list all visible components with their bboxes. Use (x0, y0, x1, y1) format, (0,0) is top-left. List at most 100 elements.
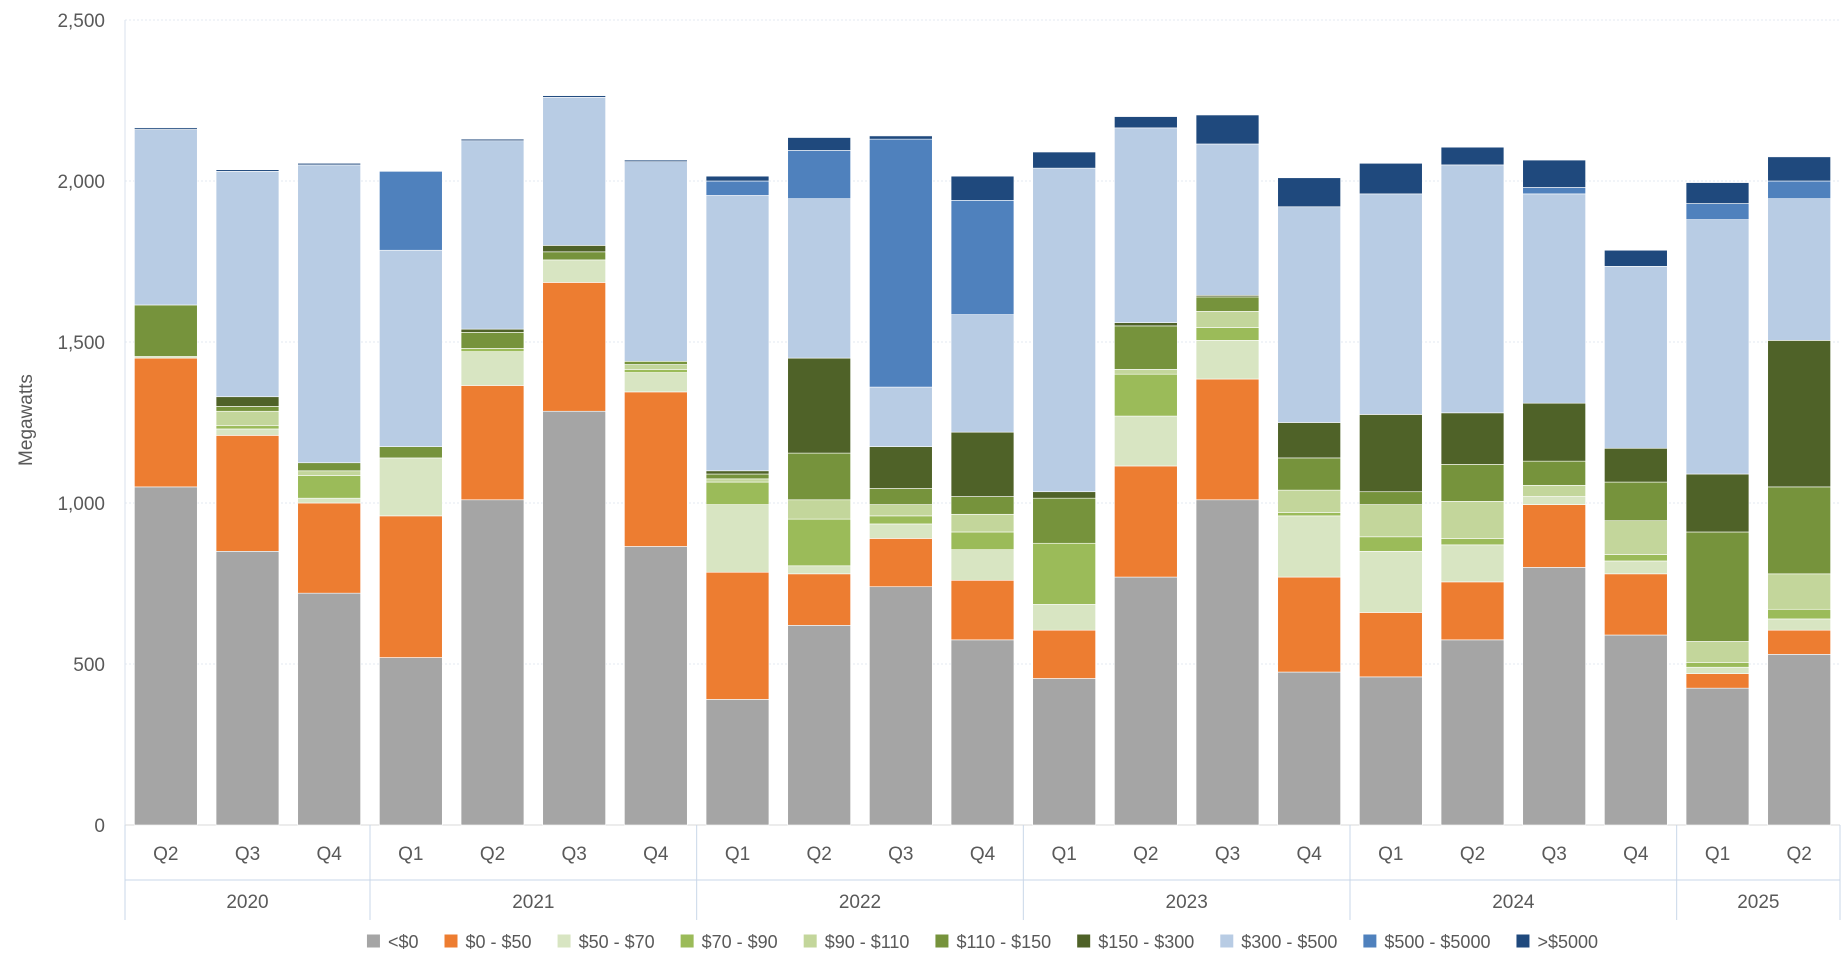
bar-segment-5 (1604, 481, 1668, 522)
y-tick-label: 0 (94, 816, 105, 837)
y-tick-label: 1,500 (57, 333, 105, 354)
bar-segment-6 (1114, 322, 1178, 327)
bar-segment-5 (215, 406, 280, 412)
bar-segment-7 (624, 161, 688, 362)
legend-swatch (1220, 934, 1234, 948)
bar-segment-7 (134, 129, 198, 306)
bar-segment-7 (1767, 198, 1831, 341)
bar-segment-9 (1767, 156, 1831, 182)
bar-segment-9 (1114, 116, 1178, 129)
bar-segment-3 (624, 369, 688, 373)
bar-segment-6 (1277, 422, 1341, 459)
legend-swatch (444, 934, 458, 948)
bar-segment-5 (1114, 325, 1178, 370)
bar-segment-1 (1522, 504, 1586, 568)
bar-segment-0 (215, 550, 280, 826)
y-tick-label: 1,000 (57, 494, 105, 515)
x-tick-label: Q4 (1623, 844, 1649, 865)
bar-segment-7 (1277, 206, 1341, 423)
bar-segment-3 (1195, 327, 1260, 341)
bar-segment-5 (1359, 491, 1423, 505)
bar-segment-8 (1522, 187, 1586, 195)
bar-segment-9 (1032, 151, 1096, 169)
bar-segment-3 (1114, 373, 1178, 417)
bar-segment-4 (1767, 573, 1831, 610)
bar-segment-5 (542, 251, 606, 261)
bar-segment-0 (1440, 639, 1505, 826)
bar-segment-2 (297, 497, 361, 504)
bar-segment-1 (950, 579, 1015, 641)
legend-label: $110 - $150 (956, 932, 1051, 952)
bar-segment-9 (950, 175, 1015, 201)
bar-segment-0 (950, 639, 1015, 826)
bar-segment-9 (1359, 162, 1423, 195)
bar-segment-3 (787, 518, 851, 567)
bar-segment-7 (950, 314, 1015, 433)
bar-segment-9 (1277, 177, 1341, 208)
legend-swatch (1077, 934, 1091, 948)
bar-segment-9 (134, 127, 198, 130)
bar-segment-5 (1767, 486, 1831, 575)
bar-segment-8 (705, 180, 770, 196)
bar-segment-8 (787, 150, 851, 200)
bar-segment-3 (950, 531, 1015, 550)
bar-segment-6 (542, 245, 606, 253)
bar-segment-0 (1359, 676, 1423, 826)
bar-segment-3 (1440, 538, 1505, 546)
bar-segment-2 (1522, 496, 1586, 505)
legend-swatch (1516, 934, 1530, 948)
bar-segment-2 (1277, 515, 1341, 578)
bar-segment-5 (705, 473, 770, 480)
bar-segment-5 (950, 496, 1015, 515)
bar-segment-2 (215, 428, 280, 436)
bar-segment-9 (297, 162, 361, 166)
bar-segment-3 (460, 348, 525, 352)
x-tick-label: Q4 (1296, 844, 1322, 865)
bar-segment-3 (1277, 512, 1341, 517)
x-tick-label: Q4 (643, 844, 669, 865)
bar-segment-2 (1195, 340, 1260, 380)
bar-segment-7 (705, 195, 770, 472)
bar-segment-7 (1359, 193, 1423, 415)
bar-segment-0 (1277, 671, 1341, 826)
bar-segment-2 (787, 565, 851, 575)
x-tick-label: Q1 (1705, 844, 1730, 865)
bar-segment-2 (460, 351, 525, 386)
bar-segment-1 (1277, 576, 1341, 673)
bar-segment-0 (1604, 634, 1668, 826)
x-tick-label: Q4 (970, 844, 996, 865)
x-axis: Q2 Q3 Q4 Q1 Q2 Q3 Q4 Q1 Q2 Q3 Q4 Q1 Q2 Q3 Q4 Q1 Q2 Q3 Q4 Q1… (124, 825, 1841, 920)
bar-segment-1 (1604, 573, 1668, 636)
bar-segment-2 (705, 504, 770, 573)
y-tick-label: 2,000 (57, 172, 105, 193)
bar-segment-0 (1685, 687, 1750, 826)
y-tick-label: 2,500 (57, 11, 105, 32)
bar-segment-4 (1114, 369, 1178, 375)
bar-segment-3 (1604, 554, 1668, 562)
bar-segment-0 (1195, 499, 1260, 826)
bar-segment-1 (1195, 378, 1260, 501)
bar-segment-2 (1032, 604, 1096, 631)
x-tick-label: Q2 (1460, 844, 1485, 865)
bar-segment-7 (869, 386, 933, 447)
bar-segment-0 (1032, 678, 1096, 826)
bar-segment-5 (460, 332, 525, 349)
bar-segment-0 (460, 499, 525, 826)
bar-segment-7 (379, 249, 443, 447)
bar-segment-6 (1767, 340, 1831, 488)
bar-segment-5 (379, 446, 443, 459)
bar-segment-3 (869, 515, 933, 525)
bar-segment-2 (542, 259, 606, 283)
bar-segment-7 (542, 96, 606, 246)
x-tick-label: Q3 (561, 844, 586, 865)
bar-segment-8 (950, 200, 1015, 315)
bar-segment-6 (460, 328, 525, 333)
bar-segment-2 (1685, 666, 1750, 674)
legend-label: $70 - $90 (702, 932, 778, 952)
bar-segment-7 (787, 198, 851, 359)
year-label: 2021 (512, 892, 554, 913)
legend-label: >$5000 (1537, 932, 1598, 952)
bar-segment-8 (869, 138, 933, 388)
bar-segment-4 (1522, 484, 1586, 497)
